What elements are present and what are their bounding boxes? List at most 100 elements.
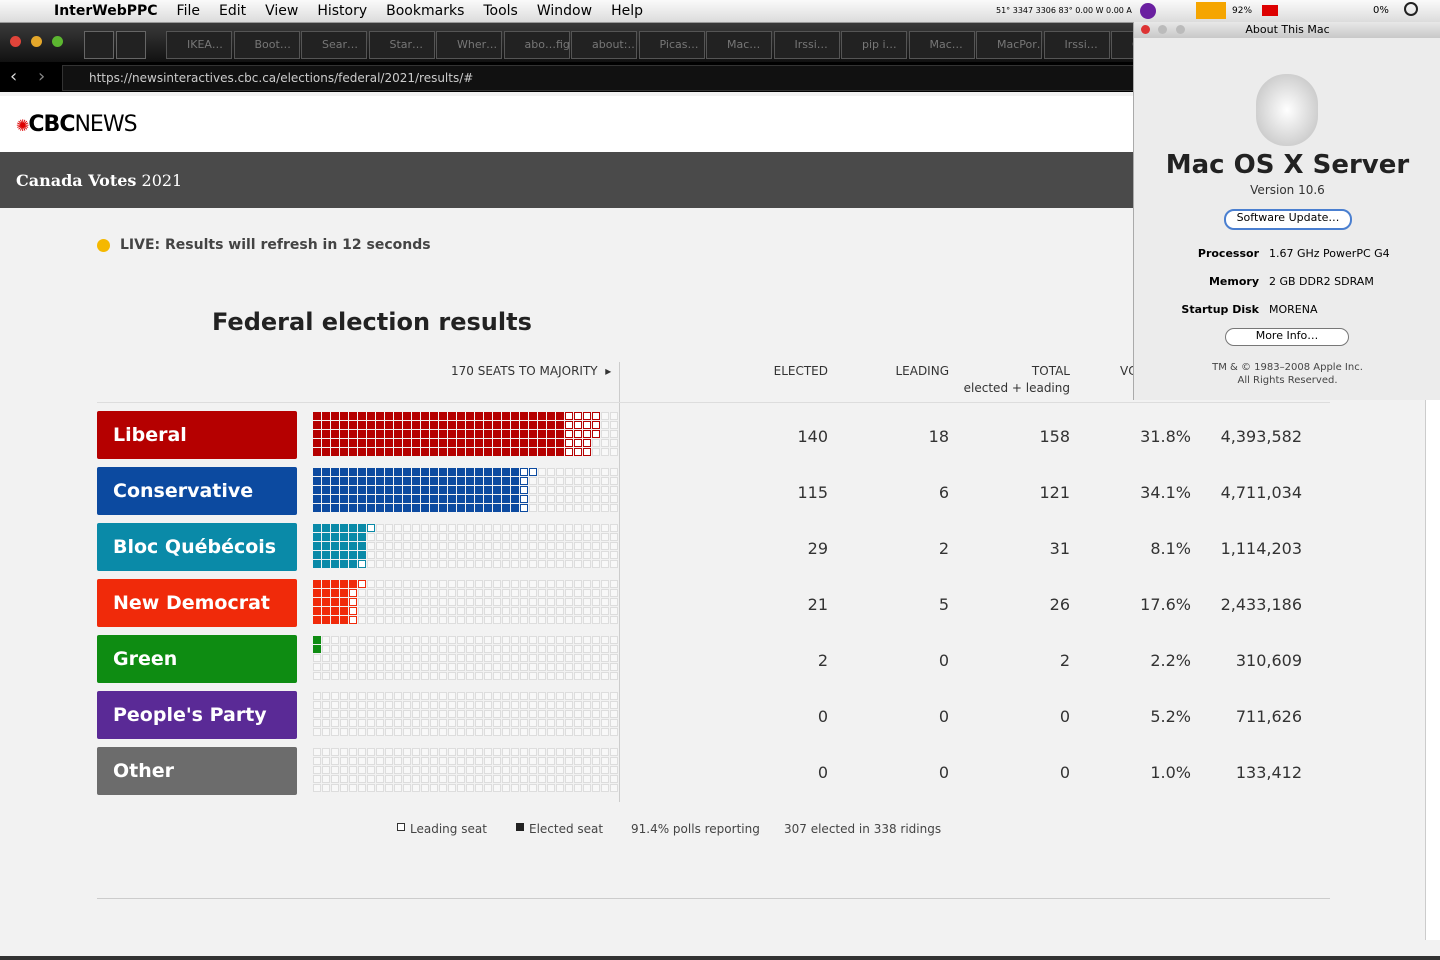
pinned-tab[interactable]	[116, 31, 146, 59]
tab[interactable]: Irssi…	[773, 31, 840, 59]
elected-seat	[421, 439, 429, 447]
menu-item[interactable]: History	[317, 3, 368, 19]
empty-seat	[484, 757, 492, 765]
menu-item[interactable]: Edit	[218, 3, 247, 19]
tab[interactable]: about:…	[571, 31, 637, 59]
party-box[interactable]: People's Party	[97, 691, 297, 739]
elected-seat	[502, 430, 510, 438]
menu-item[interactable]: File	[176, 3, 200, 19]
elected-seat	[385, 477, 393, 485]
party-box[interactable]: Green	[97, 635, 297, 683]
leading-seat	[574, 430, 582, 438]
party-box[interactable]: Bloc Québécois	[97, 523, 297, 571]
empty-seat	[313, 766, 321, 774]
about-window: About This Mac Mac OS X Server Version 1…	[1133, 22, 1440, 400]
close-button[interactable]	[10, 36, 21, 47]
minimize-button[interactable]	[1158, 25, 1167, 34]
empty-seat	[592, 692, 600, 700]
cpu-icon[interactable]	[1140, 3, 1156, 19]
majority-label[interactable]: 170 SEATS TO MAJORITY ▸	[451, 364, 612, 378]
menu-item[interactable]: Help	[611, 3, 643, 19]
party-box[interactable]: New Democrat	[97, 579, 297, 627]
cell-elected: 21	[807, 595, 828, 614]
tab[interactable]: Irssi…	[1043, 31, 1110, 59]
pinned-tab[interactable]	[84, 31, 114, 59]
empty-seat	[529, 477, 537, 485]
spotlight-icon[interactable]	[1404, 2, 1418, 16]
empty-seat	[583, 589, 591, 597]
empty-seat	[502, 636, 510, 644]
elected-seat	[412, 448, 420, 456]
zoom-button[interactable]	[1176, 25, 1185, 34]
empty-seat	[574, 468, 582, 476]
elected-seat	[466, 495, 474, 503]
elected-seat	[322, 468, 330, 476]
empty-seat	[538, 748, 546, 756]
menu-item[interactable]: View	[265, 3, 299, 19]
tab[interactable]: IKEA…	[166, 31, 232, 59]
app-menu[interactable]: InterWebPPC	[54, 3, 158, 19]
meter-icon[interactable]	[1196, 2, 1226, 19]
elected-seat	[466, 421, 474, 429]
empty-seat	[475, 784, 483, 792]
elected-seat	[493, 448, 501, 456]
tab[interactable]: Sear…	[301, 31, 367, 59]
elected-seat	[538, 421, 546, 429]
empty-seat	[421, 616, 429, 624]
menu-item[interactable]: Tools	[483, 3, 518, 19]
empty-seat	[601, 701, 609, 709]
url-field[interactable]: https://newsinteractives.cbc.ca/election…	[62, 65, 1135, 91]
menu-item[interactable]: Bookmarks	[386, 3, 465, 19]
empty-seat	[448, 636, 456, 644]
elected-seat	[493, 421, 501, 429]
forward-button[interactable]: ›	[38, 66, 46, 87]
empty-seat	[502, 598, 510, 606]
tab[interactable]: Picas…	[638, 31, 705, 59]
empty-seat	[511, 598, 519, 606]
zoom-button[interactable]	[52, 36, 63, 47]
menu-item[interactable]: Window	[536, 3, 593, 19]
software-update-button[interactable]: Software Update…	[1224, 209, 1352, 230]
tab[interactable]: Mac…	[908, 31, 975, 59]
elected-seat	[493, 495, 501, 503]
elected-seat	[340, 495, 348, 503]
elected-seat	[484, 439, 492, 447]
tab[interactable]: Mac…	[706, 31, 772, 59]
empty-seat	[610, 616, 618, 624]
party-box[interactable]: Other	[97, 747, 297, 795]
tab[interactable]: Boot…	[233, 31, 300, 59]
tab[interactable]: Star…	[368, 31, 435, 59]
back-button[interactable]: ‹	[10, 66, 18, 87]
more-info-button[interactable]: More Info…	[1225, 328, 1349, 346]
empty-seat	[484, 533, 492, 541]
empty-seat	[565, 636, 573, 644]
elected-seat	[394, 486, 402, 494]
logo[interactable]: ✺CBCNEWS	[16, 112, 138, 137]
flag-icon[interactable]	[1262, 5, 1278, 16]
elected-seat	[322, 439, 330, 447]
empty-seat	[592, 448, 600, 456]
empty-seat	[538, 766, 546, 774]
banner-year: 2021	[141, 171, 183, 190]
empty-seat	[367, 654, 375, 662]
elected-seat	[385, 504, 393, 512]
tab[interactable]: Wher…	[436, 31, 502, 59]
empty-seat	[601, 468, 609, 476]
tab[interactable]: MacPor…	[976, 31, 1042, 59]
empty-seat	[421, 719, 429, 727]
empty-seat	[313, 672, 321, 680]
scrollbar[interactable]	[1425, 400, 1440, 940]
elected-seat	[322, 430, 330, 438]
empty-seat	[376, 719, 384, 727]
party-box[interactable]: Liberal	[97, 411, 297, 459]
empty-seat	[412, 757, 420, 765]
empty-seat	[601, 421, 609, 429]
tab[interactable]: pip i…	[841, 31, 907, 59]
empty-seat	[430, 692, 438, 700]
elected-seat	[367, 430, 375, 438]
close-button[interactable]	[1141, 25, 1150, 34]
minimize-button[interactable]	[31, 36, 42, 47]
tab[interactable]: abo…fig	[503, 31, 570, 59]
elected-seat	[313, 589, 321, 597]
party-box[interactable]: Conservative	[97, 467, 297, 515]
